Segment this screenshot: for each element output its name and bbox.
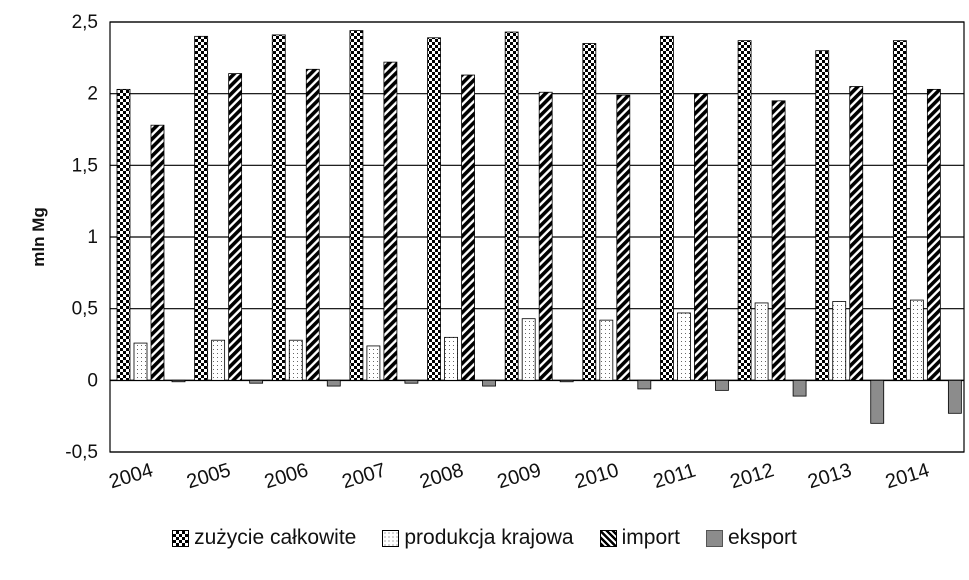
y-tick-label: 2 — [87, 84, 98, 105]
bar-checker-2011 — [660, 35, 674, 381]
x-tick-label: 2014 — [883, 459, 932, 493]
bar-diagonal-2008 — [461, 74, 475, 381]
bar-diagonal-2013 — [849, 86, 864, 381]
bar-dots-2007 — [366, 345, 381, 381]
bar-solid-2007 — [404, 379, 419, 384]
bar-solid-2012 — [792, 379, 807, 397]
bar-checker-2010 — [582, 43, 597, 381]
bar-diagonal-2007 — [383, 61, 398, 381]
x-tick-label: 2007 — [339, 459, 388, 493]
legend-swatch — [599, 529, 617, 547]
bar-diagonal-2011 — [694, 93, 708, 381]
legend: zużycie całkowite produkcja krajowa import… — [0, 526, 969, 550]
bar-dots-2008 — [444, 336, 458, 381]
axes — [109, 21, 965, 453]
x-tick-label: 2008 — [417, 459, 466, 493]
bar-diagonal-2006 — [305, 68, 320, 381]
bar-checker-2009 — [504, 31, 519, 381]
bar-checker-2014 — [892, 40, 907, 381]
plot-frame — [109, 21, 965, 453]
bar-solid-2004 — [171, 379, 186, 383]
y-axis-label: mln Mg — [29, 207, 48, 267]
bar-checker-2006 — [271, 34, 286, 381]
bar-dots-2005 — [211, 339, 226, 381]
x-tick-label: 2004 — [107, 459, 156, 493]
x-tick-label: 2010 — [572, 459, 621, 493]
bar-solid-2011 — [715, 379, 729, 391]
bar-checker-2005 — [194, 35, 209, 381]
y-tick-label: 2,5 — [72, 12, 98, 33]
y-tick-label: 0,5 — [72, 299, 98, 320]
bar-checker-2007 — [349, 30, 364, 381]
legend-item: eksport — [705, 526, 797, 550]
bars — [116, 30, 962, 424]
y-tick-label: 0 — [87, 370, 98, 391]
x-tick-label: 2013 — [805, 459, 854, 493]
legend-item: import — [599, 526, 680, 550]
bar-dots-2006 — [288, 339, 303, 381]
bar-dots-2013 — [832, 301, 847, 381]
bar-solid-2006 — [326, 379, 341, 387]
y-tick-label: 1 — [87, 227, 98, 248]
x-tick-label: 2005 — [184, 459, 233, 493]
legend-label: import — [621, 526, 680, 549]
bar-dots-2010 — [599, 319, 614, 381]
bar-solid-2010 — [637, 379, 652, 390]
bar-checker-2008 — [427, 37, 441, 381]
legend-item: produkcja krajowa — [382, 526, 574, 550]
x-tick-label: 2009 — [495, 459, 544, 493]
bar-solid-2009 — [559, 379, 574, 383]
y-tick-label: -0,5 — [65, 442, 98, 463]
bar-solid-2014 — [947, 379, 962, 414]
bar-diagonal-2014 — [926, 88, 941, 381]
bar-dots-2014 — [909, 299, 924, 381]
bar-solid-2005 — [249, 379, 264, 384]
legend-swatch — [382, 529, 400, 547]
legend-label: zużycie całkowite — [194, 526, 357, 549]
bar-checker-2013 — [815, 50, 830, 381]
bar-diagonal-2010 — [616, 94, 631, 381]
axis-labels: 2,5 2 1,5 1 0,5 0 -0,5 2004 2005 2006 2007 2008 2009… — [65, 12, 932, 493]
bar-diagonal-2009 — [538, 91, 553, 381]
legend-label: eksport — [727, 526, 797, 549]
bar-solid-2013 — [870, 379, 885, 424]
bar-dots-2012 — [754, 302, 769, 381]
bar-checker-2004 — [116, 88, 131, 381]
legend-label: produkcja krajowa — [404, 526, 574, 549]
x-tick-label: 2012 — [728, 459, 777, 493]
bar-diagonal-2012 — [771, 100, 786, 381]
bar-checker-2012 — [737, 40, 752, 381]
x-tick-label: 2011 — [651, 459, 699, 493]
bar-dots-2009 — [521, 318, 536, 381]
bar-dots-2004 — [133, 342, 148, 381]
y-tick-label: 1,5 — [72, 155, 98, 176]
bar-diagonal-2004 — [150, 124, 165, 381]
bar-diagonal-2005 — [228, 73, 243, 381]
legend-swatch — [172, 529, 190, 547]
legend-item: zużycie całkowite — [172, 526, 356, 550]
legend-swatch — [705, 529, 723, 547]
bar-dots-2011 — [677, 312, 691, 381]
x-tick-label: 2006 — [262, 459, 311, 493]
bar-solid-2008 — [482, 379, 496, 387]
